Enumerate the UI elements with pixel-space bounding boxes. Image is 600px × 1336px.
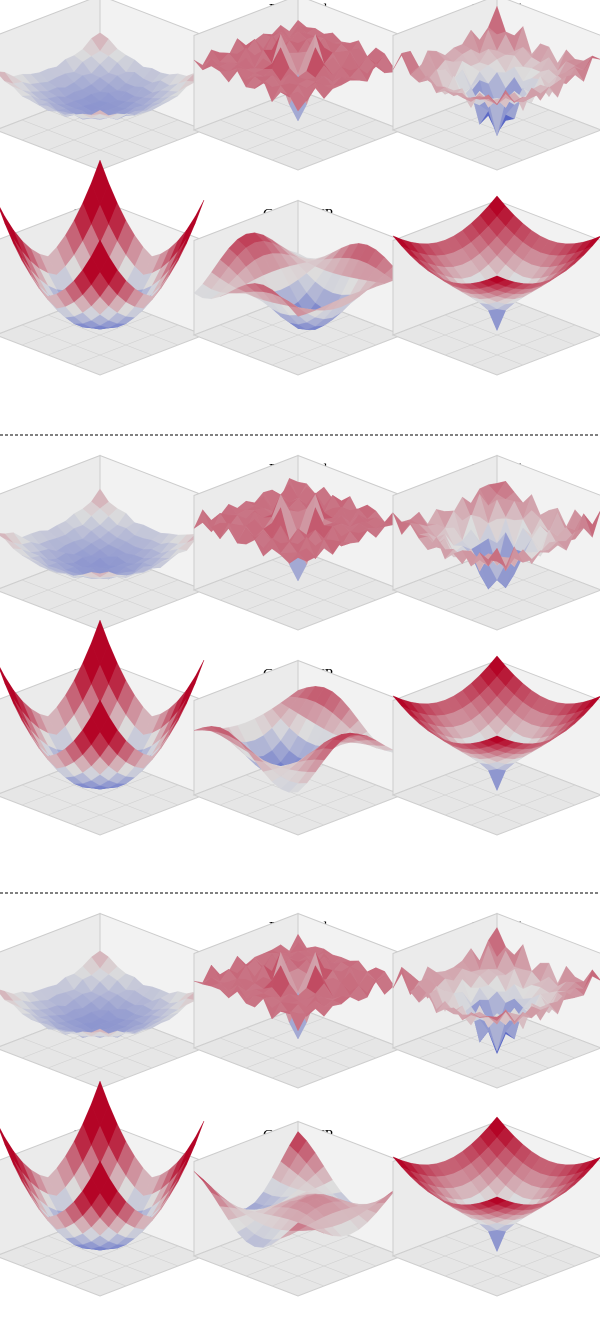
surface-patch: [187, 1121, 204, 1160]
panel: AttrMask: [393, 914, 600, 1089]
panel: Base: [0, 0, 204, 170]
panel: Ours: [393, 196, 600, 375]
panel: GraphMVP: [194, 201, 402, 376]
panel: EdgePred: [194, 456, 402, 631]
panel: GraphMVP: [194, 661, 402, 836]
panel: AttrMask: [393, 456, 600, 631]
panel: GraphCL: [0, 1081, 204, 1296]
panel: Base: [0, 456, 204, 631]
panel: Ours: [393, 656, 600, 835]
figure: BaseEdgePredAttrMaskGraphCLGraphMVPOursB…: [0, 0, 600, 1336]
panel: Base: [0, 914, 204, 1089]
panel: GraphCL: [0, 620, 204, 835]
panel: GraphCL: [0, 160, 204, 375]
panel: AttrMask: [393, 0, 600, 170]
panel: EdgePred: [194, 914, 402, 1089]
panel: EdgePred: [194, 0, 402, 170]
panel: GraphMVP: [194, 1122, 402, 1297]
surface-patch: [187, 200, 204, 239]
surface-patch: [187, 660, 204, 699]
panel: Ours: [393, 1117, 600, 1296]
